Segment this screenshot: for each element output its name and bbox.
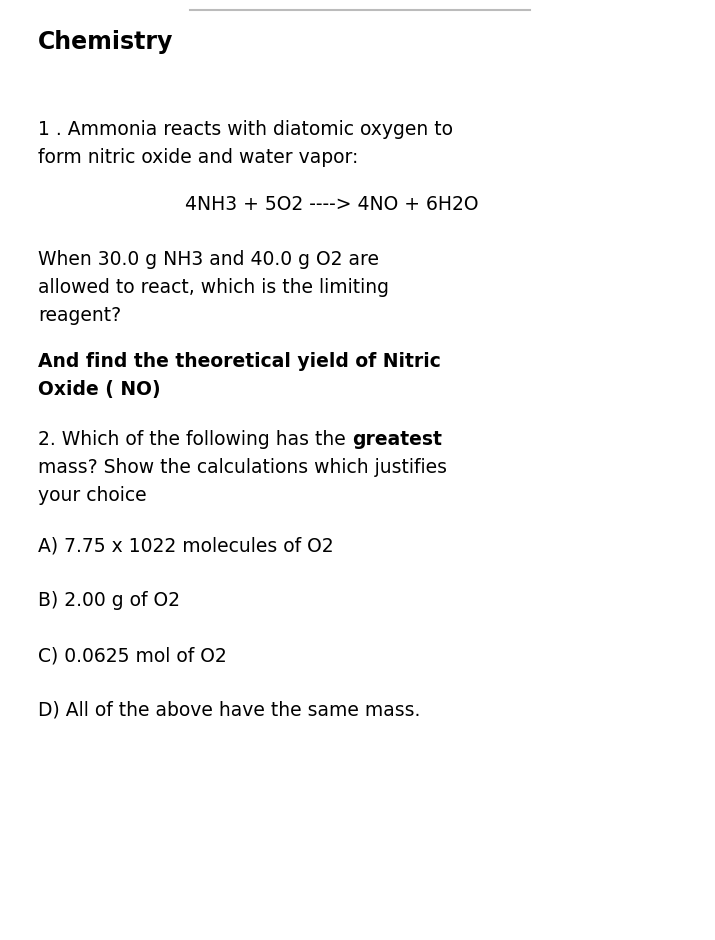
Text: B) 2.00 g of O2: B) 2.00 g of O2 (38, 591, 180, 610)
Text: 1 . Ammonia reacts with diatomic oxygen to: 1 . Ammonia reacts with diatomic oxygen … (38, 120, 453, 139)
Text: 4NH3 + 5O2 ----> 4NO + 6H2O: 4NH3 + 5O2 ----> 4NO + 6H2O (185, 195, 478, 214)
Text: And find the theoretical yield of Nitric: And find the theoretical yield of Nitric (38, 352, 441, 371)
Text: When 30.0 g NH3 and 40.0 g O2 are: When 30.0 g NH3 and 40.0 g O2 are (38, 250, 379, 269)
Text: C) 0.0625 mol of O2: C) 0.0625 mol of O2 (38, 646, 227, 665)
Text: mass? Show the calculations which justifies: mass? Show the calculations which justif… (38, 458, 447, 477)
Text: A) 7.75 x 1022 molecules of O2: A) 7.75 x 1022 molecules of O2 (38, 536, 334, 555)
Text: 2. Which of the following has the: 2. Which of the following has the (38, 430, 352, 449)
Text: Chemistry: Chemistry (38, 30, 173, 54)
Text: reagent?: reagent? (38, 306, 121, 325)
Text: form nitric oxide and water vapor:: form nitric oxide and water vapor: (38, 148, 358, 167)
Text: allowed to react, which is the limiting: allowed to react, which is the limiting (38, 278, 389, 297)
Text: D) All of the above have the same mass.: D) All of the above have the same mass. (38, 701, 420, 720)
Text: greatest: greatest (352, 430, 442, 449)
Text: your choice: your choice (38, 486, 147, 505)
Text: Oxide ( NO): Oxide ( NO) (38, 380, 161, 399)
